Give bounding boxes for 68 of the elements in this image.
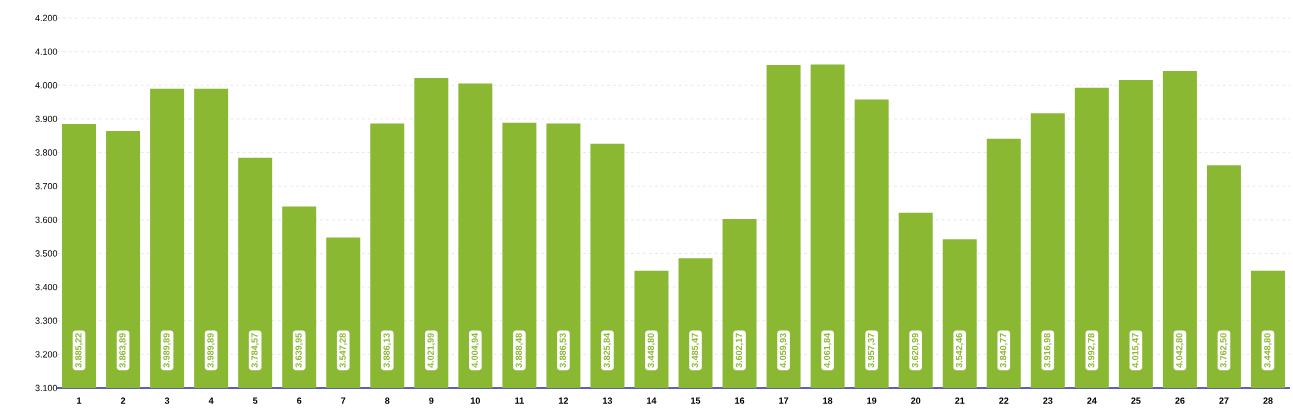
x-tick-label: 4 [208, 397, 214, 404]
y-tick-label: 3.600 [35, 216, 58, 223]
x-tick-label: 17 [779, 397, 789, 404]
y-tick-label: 4.200 [35, 14, 58, 22]
x-tick-label: 22 [999, 397, 1009, 404]
x-tick-label: 10 [470, 397, 480, 404]
x-tick-label: 24 [1087, 397, 1097, 404]
x-tick-label: 15 [691, 397, 701, 404]
x-tick-label: 14 [647, 397, 657, 404]
x-tick-label: 11 [515, 397, 524, 404]
y-tick-label: 3.100 [35, 384, 58, 392]
x-tick-label: 2 [120, 397, 126, 404]
x-tick-label: 6 [297, 397, 302, 404]
data-label: 3.989,89 [163, 333, 171, 368]
x-tick-label: 12 [558, 397, 569, 404]
x-tick-label: 25 [1131, 397, 1141, 404]
data-label: 4.061,84 [823, 332, 832, 368]
y-tick-label: 4.000 [35, 82, 58, 89]
y-tick-label: 3.800 [35, 149, 58, 156]
data-label: 4.021,99 [427, 333, 436, 368]
data-label: 3.825,84 [603, 332, 612, 368]
y-tick-label: 3.300 [35, 317, 58, 324]
data-label: 3.542,46 [955, 333, 964, 368]
data-label: 4.059,93 [779, 333, 788, 368]
data-label: 3.784,57 [251, 333, 259, 368]
x-tick-label: 23 [1043, 397, 1053, 404]
x-tick-label: 7 [341, 397, 346, 404]
data-label: 3.762,50 [1220, 333, 1228, 368]
x-tick-label: 5 [252, 397, 258, 404]
y-tick-label: 3.900 [35, 115, 58, 123]
y-tick-label: 4.100 [35, 48, 58, 55]
data-label: 3.547,28 [339, 333, 348, 368]
data-label: 3.840,77 [999, 333, 1008, 368]
x-tick-label: 18 [823, 397, 833, 404]
y-tick-label: 3.200 [35, 351, 58, 358]
data-label: 4.004,94 [471, 332, 480, 368]
data-label: 3.639,95 [295, 333, 304, 368]
y-tick-label: 3.400 [35, 283, 58, 291]
x-tick-label: 20 [911, 397, 921, 404]
x-tick-label: 8 [385, 397, 390, 404]
data-label: 4.042,80 [1176, 333, 1184, 368]
data-label: 3.888,48 [515, 333, 524, 368]
data-label: 3.602,17 [735, 333, 744, 368]
x-tick-label: 27 [1219, 397, 1229, 404]
data-label: 3.620,99 [911, 333, 920, 368]
data-label: 3.886,13 [383, 333, 392, 368]
y-tick-label: 3.700 [35, 183, 58, 190]
x-tick-label: 26 [1175, 397, 1185, 404]
data-label: 3.863,89 [119, 333, 127, 368]
x-tick-label: 3 [164, 397, 170, 404]
data-label: 3.992,78 [1088, 333, 1096, 368]
y-tick-label: 3.500 [35, 250, 58, 257]
x-tick-label: 28 [1263, 397, 1273, 404]
x-tick-label: 9 [429, 397, 434, 404]
x-tick-label: 19 [867, 397, 877, 404]
x-tick-label: 21 [955, 397, 965, 404]
x-tick-label: 13 [603, 397, 613, 404]
data-label: 3.957,37 [867, 333, 876, 368]
data-label: 3.448,80 [647, 333, 656, 368]
data-label: 3.886,53 [559, 333, 568, 368]
data-label: 4.015,47 [1132, 333, 1140, 368]
x-tick-label: 16 [735, 397, 745, 404]
data-label: 3.989,89 [207, 333, 215, 368]
x-tick-label: 1 [77, 397, 82, 404]
data-label: 3.916,98 [1043, 333, 1052, 368]
data-label: 3.885,22 [75, 333, 83, 368]
data-label: 3.448,80 [1264, 333, 1272, 368]
data-label: 3.485,47 [691, 333, 700, 368]
